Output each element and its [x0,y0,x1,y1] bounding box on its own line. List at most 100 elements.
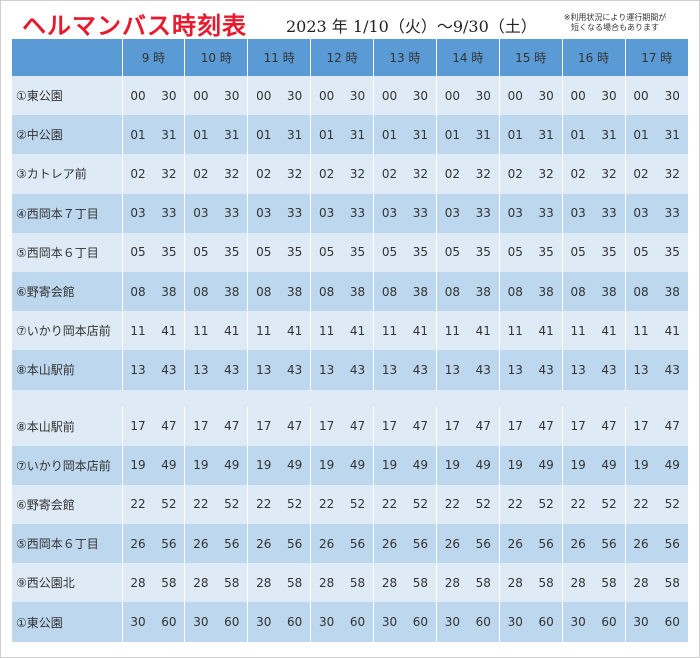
departure-minute: 47 [216,406,248,446]
departure-minute: 03 [310,193,343,233]
departure-minute: 41 [593,311,626,351]
departure-minute: 49 [342,445,374,485]
departure-minute: 38 [467,271,500,312]
departure-minute: 43 [593,350,626,390]
stop-name: ⑧本山駅前 [12,406,123,446]
departure-minute: 03 [373,193,405,233]
departure-minute: 01 [310,115,343,155]
timetable-row: ⑤西岡本６丁目 26 56 26 56 26 56 26 56 26 56 26 56 26 56 26 56 2… [12,524,688,564]
departure-minute: 30 [216,76,248,116]
departure-minute: 52 [216,484,248,525]
departure-minute: 35 [593,232,626,272]
timetable-row: ③カトレア前 02 32 02 32 02 32 02 32 02 32 02 32 02 32 02 32 02… [12,154,688,194]
departure-minute: 58 [530,563,563,603]
departure-minute: 11 [184,311,217,351]
departure-minute: 49 [467,445,500,485]
departure-minute: 32 [530,154,563,194]
departure-minute: 49 [530,445,563,485]
departure-minute: 56 [153,524,185,564]
departure-minute: 30 [184,602,217,642]
departure-minute: 11 [247,311,280,351]
departure-minute: 01 [624,115,657,155]
departure-minute: 49 [279,445,311,485]
departure-minute: 38 [153,271,185,312]
departure-minute: 00 [373,76,405,116]
departure-minute: 32 [153,154,185,194]
departure-minute: 26 [561,524,594,564]
departure-minute: 52 [530,484,563,525]
departure-minute: 03 [121,193,154,233]
departure-minute: 05 [373,232,405,272]
departure-minute: 08 [121,271,154,312]
departure-minute: 32 [593,154,626,194]
header-corner-cell [12,39,123,76]
departure-minute: 38 [593,271,626,312]
departure-minute: 13 [373,350,405,390]
stop-name: ④西岡本７丁目 [12,193,123,233]
departure-minute: 26 [435,524,468,564]
departure-minute: 30 [373,602,405,642]
stop-name: ①東公園 [12,76,123,116]
departure-minute: 08 [373,271,405,312]
departure-minute: 17 [498,406,531,446]
departure-minute: 05 [561,232,594,272]
hour-header: 9 時 [121,39,185,76]
departure-minute: 01 [498,115,531,155]
departure-minute: 13 [624,350,657,390]
departure-minute: 19 [121,445,154,485]
timetable-row: ④西岡本７丁目 03 33 03 33 03 33 03 33 03 33 03 33 03 33 03 33 0… [12,193,688,233]
departure-minute: 38 [342,271,374,312]
departure-minute: 41 [342,311,374,351]
departure-minute: 08 [435,271,468,312]
timetable-row: ②中公園 01 31 01 31 01 31 01 31 01 31 01 31 01 31 01 31 01 31 [12,115,688,155]
departure-minute: 41 [656,311,688,351]
departure-minute: 60 [153,602,185,642]
departure-minute: 28 [498,563,531,603]
departure-minute: 00 [184,76,217,116]
service-note: ※利用状況により運行期間が 短くなる場合もあります [540,13,690,33]
departure-minute: 01 [373,115,405,155]
departure-minute: 56 [342,524,374,564]
departure-minute: 30 [121,602,154,642]
departure-minute: 11 [121,311,154,351]
departure-minute: 38 [404,271,437,312]
departure-minute: 30 [498,602,531,642]
departure-minute: 60 [342,602,374,642]
departure-minute: 41 [216,311,248,351]
stop-name: ⑥野寄会館 [12,271,123,312]
departure-minute: 01 [435,115,468,155]
departure-minute: 31 [593,115,626,155]
departure-minute: 26 [310,524,343,564]
departure-minute: 19 [184,445,217,485]
departure-minute: 30 [279,76,311,116]
departure-minute: 02 [561,154,594,194]
departure-minute: 56 [656,524,688,564]
departure-minute: 58 [153,563,185,603]
departure-minute: 52 [656,484,688,525]
departure-minute: 08 [624,271,657,312]
departure-minute: 19 [624,445,657,485]
departure-minute: 35 [467,232,500,272]
departure-minute: 01 [184,115,217,155]
departure-minute: 52 [404,484,437,525]
departure-minute: 00 [624,76,657,116]
departure-minute: 28 [561,563,594,603]
departure-minute: 33 [404,193,437,233]
departure-minute: 03 [184,193,217,233]
departure-minute: 52 [153,484,185,525]
departure-minute: 49 [656,445,688,485]
departure-minute: 30 [656,76,688,116]
departure-minute: 52 [279,484,311,525]
departure-minute: 22 [435,484,468,525]
departure-minute: 43 [656,350,688,390]
departure-minute: 00 [498,76,531,116]
departure-minute: 58 [342,563,374,603]
departure-minute: 02 [624,154,657,194]
departure-minute: 05 [310,232,343,272]
departure-minute: 47 [279,406,311,446]
departure-minute: 33 [342,193,374,233]
departure-minute: 28 [624,563,657,603]
departure-minute: 33 [593,193,626,233]
departure-minute: 13 [561,350,594,390]
departure-minute: 01 [247,115,280,155]
